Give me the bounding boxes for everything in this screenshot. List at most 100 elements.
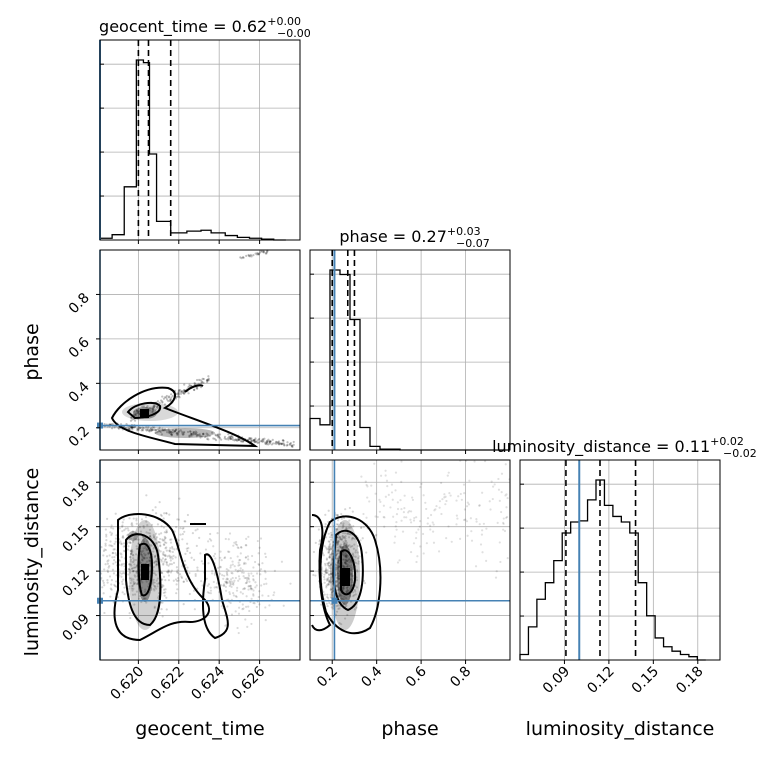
scatter-point-geocent-lumdist — [249, 586, 253, 590]
scatter-point-geocent-phase — [202, 433, 205, 436]
scatter-point-geocent-lumdist — [145, 520, 148, 523]
scatter-point-geocent-lumdist — [162, 553, 165, 557]
scatter-point-phase-lumdist — [441, 498, 444, 501]
scatter-point-geocent-phase — [145, 429, 148, 432]
title-phase-plus: +0.03 — [447, 225, 481, 238]
scatter-point-phase-lumdist — [365, 551, 368, 554]
scatter-point-geocent-lumdist — [155, 541, 158, 545]
scatter-point-geocent-lumdist — [159, 550, 162, 553]
histogram-luminosity-distance — [519, 479, 706, 661]
scatter-point-phase-lumdist — [340, 538, 344, 541]
scatter-point-geocent-phase — [199, 382, 203, 385]
scatter-point-phase-lumdist — [351, 510, 354, 513]
scatter-point-geocent-phase — [262, 250, 265, 253]
scatter-point-geocent-phase — [117, 426, 120, 429]
scatter-point-geocent-lumdist — [170, 563, 173, 566]
scatter-point-phase-lumdist — [337, 575, 340, 578]
scatter-point-geocent-phase — [180, 389, 184, 393]
scatter-point-geocent-lumdist — [230, 571, 233, 574]
scatter-point-geocent-lumdist — [211, 572, 214, 575]
scatter-point-geocent-phase — [135, 409, 138, 412]
scatter-point-geocent-phase — [252, 438, 256, 442]
scatter-point-geocent-phase — [276, 441, 280, 445]
scatter-point-phase-lumdist — [336, 519, 340, 522]
scatter-point-phase-lumdist — [481, 491, 484, 494]
scatter-point-geocent-phase — [217, 433, 220, 436]
scatter-point-geocent-lumdist — [160, 608, 163, 611]
xtick-label-luminosity-distance: 0.18 — [673, 664, 706, 697]
scatter-point-geocent-lumdist — [259, 568, 263, 571]
scatter-point-geocent-lumdist — [164, 554, 167, 557]
scatter-point-geocent-lumdist — [135, 517, 138, 520]
scatter-point-phase-lumdist — [331, 552, 334, 556]
scatter-point-phase-lumdist — [351, 591, 355, 594]
scatter-point-geocent-phase — [168, 431, 171, 434]
scatter-point-phase-lumdist — [383, 516, 386, 519]
scatter-point-geocent-lumdist — [181, 527, 184, 530]
scatter-point-geocent-lumdist — [225, 580, 228, 583]
scatter-point-geocent-phase — [158, 430, 161, 433]
scatter-point-geocent-lumdist — [122, 536, 125, 539]
scatter-point-phase-lumdist — [401, 530, 405, 533]
scatter-point-phase-lumdist — [432, 541, 436, 544]
scatter-point-geocent-lumdist — [242, 607, 245, 610]
scatter-point-geocent-lumdist — [121, 521, 124, 524]
scatter-point-geocent-lumdist — [280, 560, 284, 563]
scatter-point-geocent-lumdist — [246, 578, 249, 581]
scatter-point-geocent-phase — [268, 440, 272, 443]
scatter-point-geocent-phase — [223, 437, 226, 440]
scatter-point-geocent-lumdist — [228, 581, 232, 584]
scatter-point-phase-lumdist — [415, 531, 418, 534]
scatter-point-geocent-phase — [255, 253, 259, 256]
scatter-point-phase-lumdist — [488, 500, 491, 503]
scatter-point-geocent-phase — [148, 428, 152, 432]
scatter-point-geocent-lumdist — [120, 542, 123, 545]
scatter-point-geocent-phase — [281, 442, 284, 445]
scatter-point-geocent-lumdist — [131, 540, 135, 543]
scatter-point-geocent-lumdist — [131, 530, 135, 533]
scatter-point-geocent-lumdist — [224, 537, 227, 541]
scatter-point-geocent-phase — [133, 426, 136, 429]
scatter-point-geocent-lumdist — [220, 559, 223, 562]
scatter-point-geocent-lumdist — [169, 538, 172, 541]
scatter-point-geocent-phase — [179, 389, 182, 392]
scatter-point-phase-lumdist — [396, 507, 400, 511]
scatter-point-geocent-lumdist — [142, 547, 145, 550]
scatter-point-phase-lumdist — [504, 494, 507, 497]
scatter-point-phase-lumdist — [328, 580, 331, 583]
scatter-point-geocent-lumdist — [209, 589, 213, 592]
scatter-point-phase-lumdist — [444, 495, 447, 498]
scatter-point-phase-lumdist — [346, 559, 349, 562]
scatter-point-geocent-phase — [199, 436, 202, 439]
scatter-point-phase-lumdist — [336, 592, 340, 595]
scatter-point-phase-lumdist — [329, 531, 333, 534]
scatter-point-geocent-lumdist — [260, 584, 263, 587]
scatter-point-geocent-phase — [154, 431, 157, 434]
scatter-point-geocent-phase — [136, 411, 139, 415]
scatter-point-geocent-lumdist — [222, 583, 226, 586]
scatter-point-geocent-lumdist — [236, 555, 239, 558]
ytick-label-phase: 0.2 — [66, 423, 93, 450]
scatter-point-phase-lumdist — [345, 586, 348, 590]
scatter-point-phase-lumdist — [346, 613, 349, 617]
scatter-point-geocent-phase — [288, 442, 292, 445]
scatter-point-geocent-lumdist — [162, 584, 165, 587]
scatter-point-phase-lumdist — [450, 540, 453, 543]
scatter-point-geocent-lumdist — [105, 555, 109, 558]
scatter-point-geocent-lumdist — [257, 552, 260, 555]
scatter-point-phase-lumdist — [344, 508, 347, 511]
scatter-point-phase-lumdist — [327, 596, 330, 600]
scatter-point-phase-lumdist — [345, 546, 348, 549]
scatter-point-phase-lumdist — [394, 471, 398, 474]
scatter-point-geocent-lumdist — [244, 556, 248, 559]
scatter-point-phase-lumdist — [335, 589, 339, 592]
scatter-point-geocent-phase — [177, 388, 181, 392]
scatter-point-phase-lumdist — [351, 552, 354, 555]
scatter-point-geocent-lumdist — [252, 601, 255, 605]
scatter-point-geocent-lumdist — [185, 579, 189, 583]
scatter-point-geocent-phase — [117, 427, 120, 430]
scatter-point-geocent-phase — [206, 379, 209, 382]
scatter-point-geocent-lumdist — [129, 541, 132, 544]
scatter-point-phase-lumdist — [448, 492, 451, 495]
scatter-point-geocent-lumdist — [161, 583, 164, 587]
